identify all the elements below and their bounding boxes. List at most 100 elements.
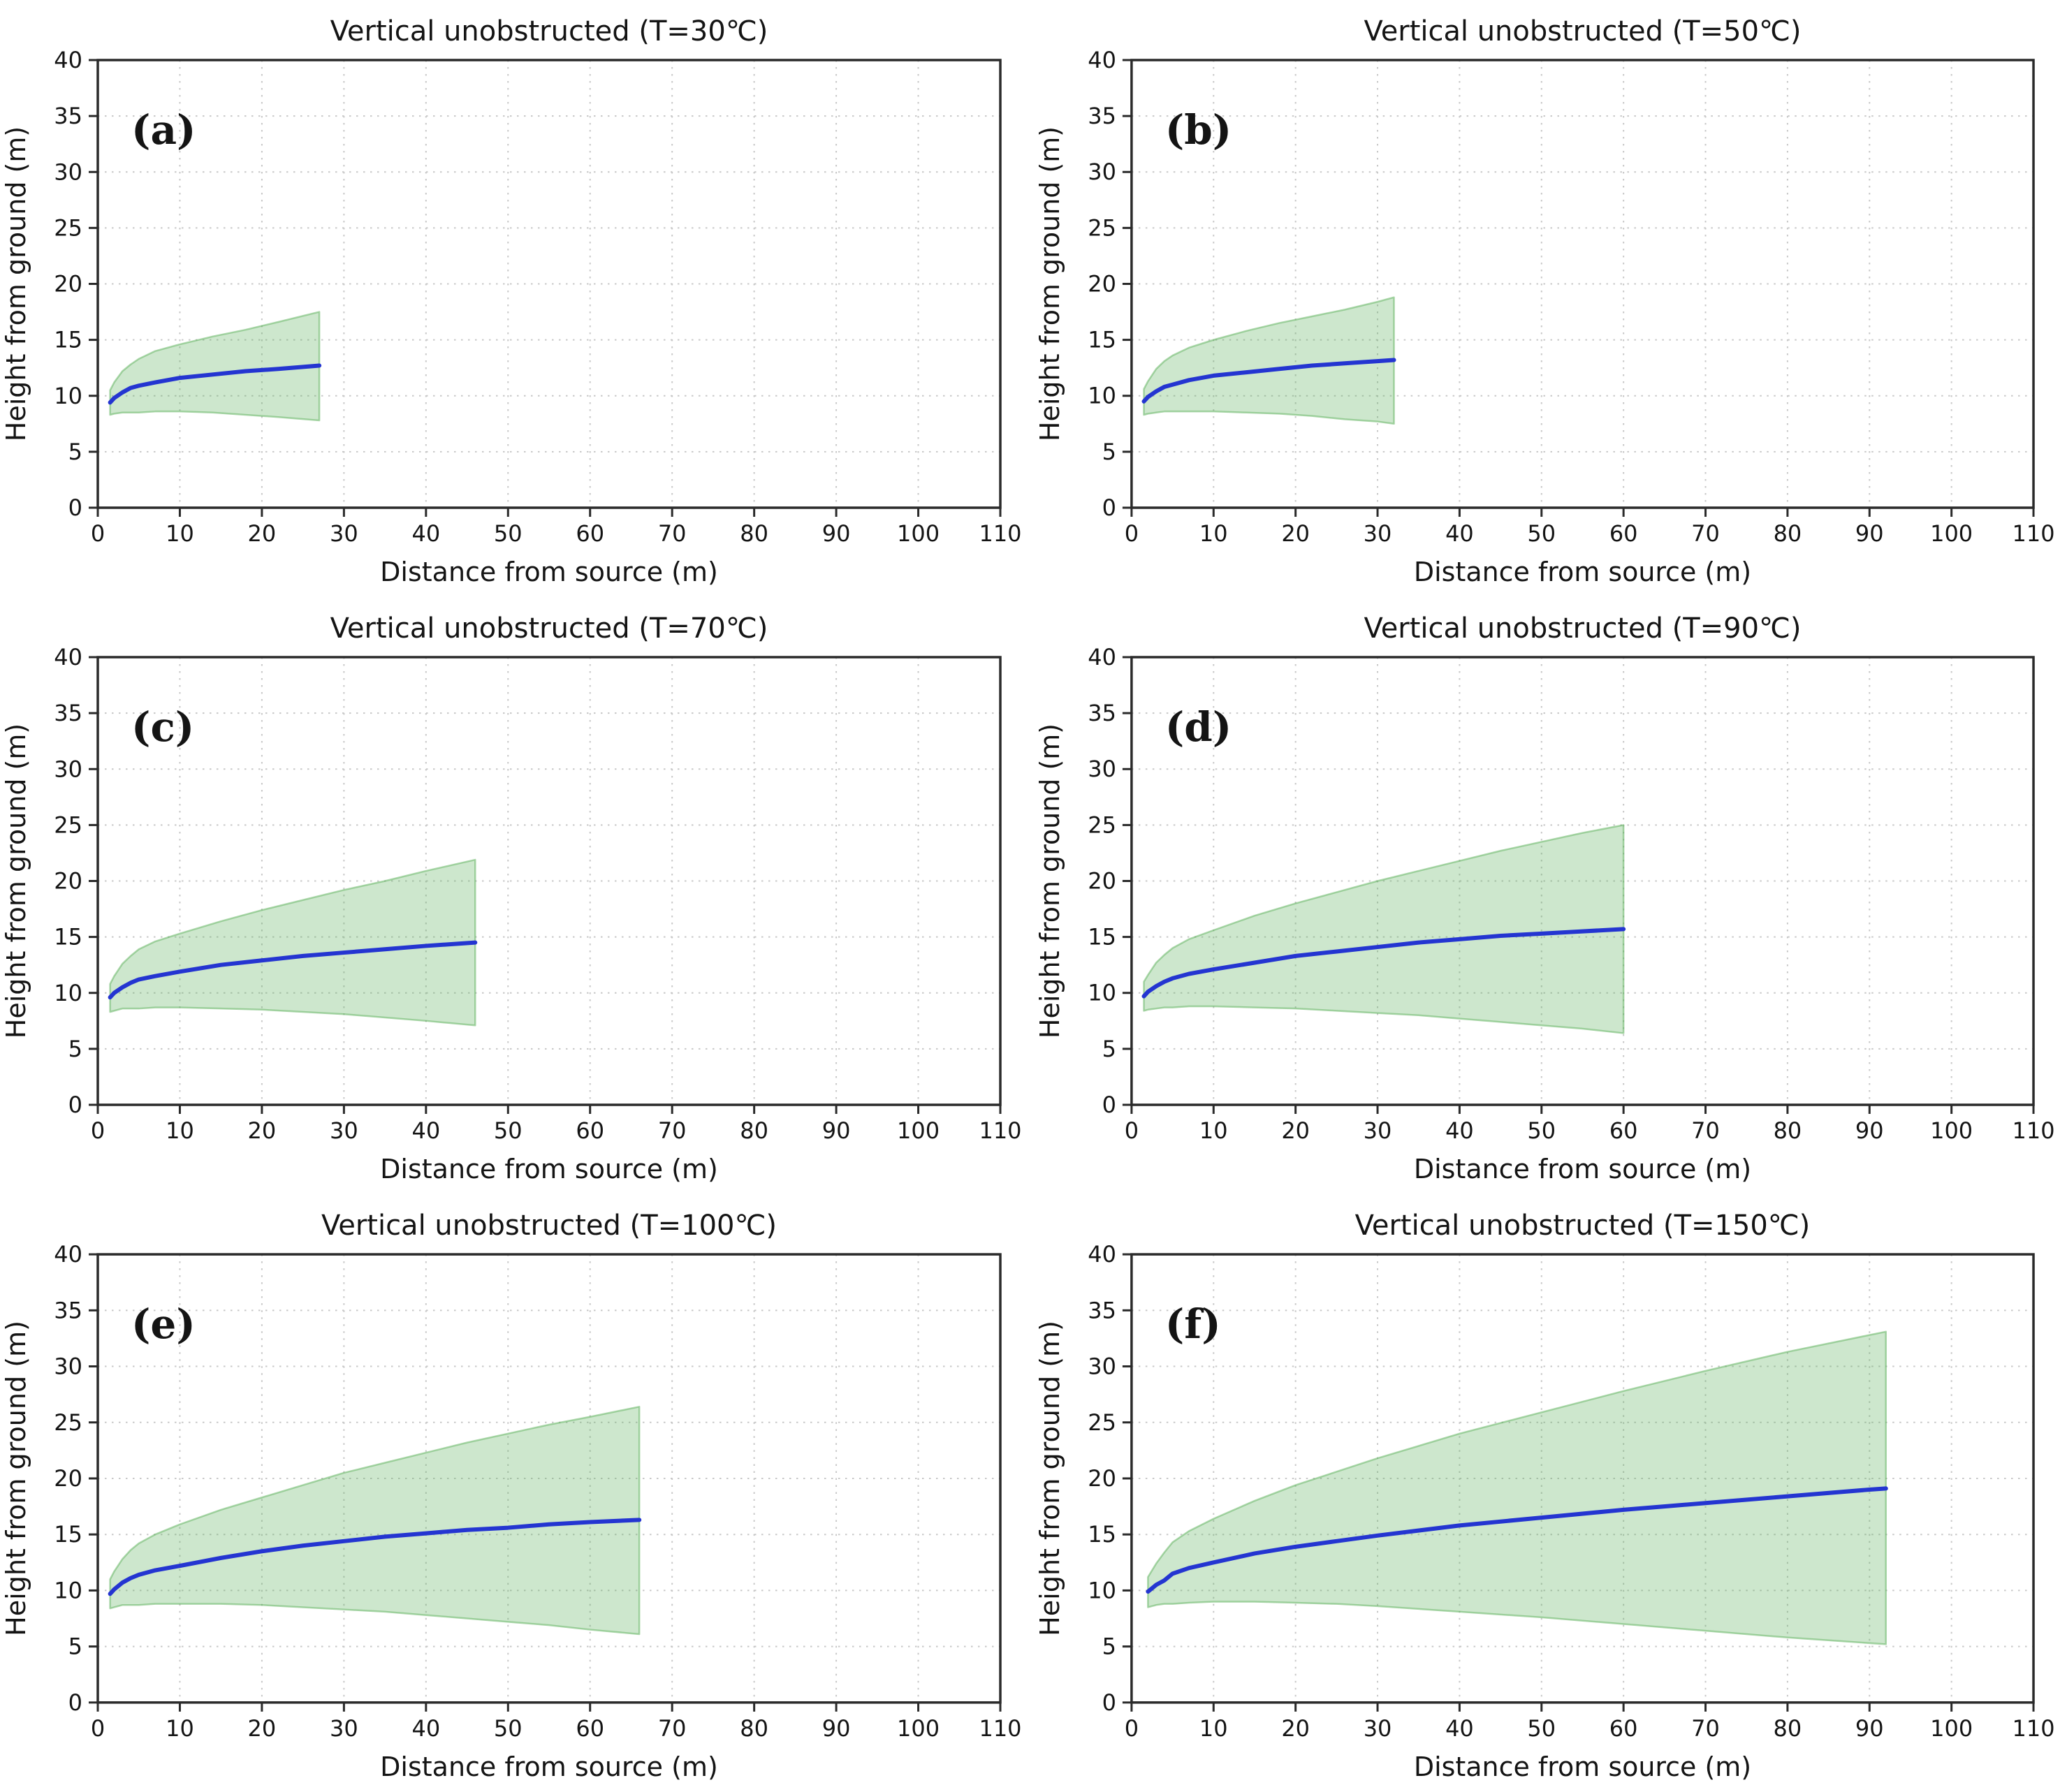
- y-tick-label: 15: [1088, 327, 1116, 353]
- x-tick-label: 70: [658, 1117, 687, 1144]
- x-tick-label: 50: [494, 520, 523, 547]
- x-axis-label: Distance from source (m): [380, 557, 718, 587]
- panel-letter-label: (b): [1165, 106, 1232, 154]
- chart-panel-d: 0 10 20 30 40 50 60 70 80 90 100 110 0 5 10 15 20 25 30 35 4…: [1034, 597, 2067, 1194]
- tick-marks: [1122, 59, 2035, 517]
- mean-trajectory-line: [108, 363, 322, 405]
- x-tick-label: 110: [979, 520, 1021, 547]
- y-tick-label: 25: [1088, 214, 1116, 241]
- x-tick-label: 110: [2013, 1715, 2055, 1742]
- chart-svg-b: 0 10 20 30 40 50 60 70 80 90 100 110 0 5 10 15 20 25 30 35 4…: [1034, 0, 2067, 597]
- x-tick-label: 60: [1609, 1715, 1638, 1742]
- x-tick-label: 0: [1125, 520, 1139, 547]
- mean-trajectory-line: [1146, 1486, 1888, 1594]
- x-tick-label: 70: [1691, 1715, 1720, 1742]
- x-tick-label: 60: [1609, 520, 1638, 547]
- x-tick-label: 40: [411, 520, 440, 547]
- confidence-band: [109, 858, 476, 1027]
- y-tick-label: 30: [54, 159, 82, 185]
- x-tick-label: 110: [2013, 1117, 2055, 1144]
- x-tick-label: 100: [1930, 1715, 1973, 1742]
- x-tick-label: 40: [411, 1117, 440, 1144]
- x-tick-label: 80: [740, 1117, 768, 1144]
- x-tick-label: 50: [1527, 1715, 1556, 1742]
- confidence-band: [1143, 824, 1625, 1034]
- y-tick-label: 5: [1102, 439, 1116, 465]
- y-tick-label: 20: [1088, 1465, 1116, 1492]
- x-tick-label: 70: [1691, 1117, 1720, 1144]
- x-tick-label: 40: [1445, 1715, 1474, 1742]
- y-tick-label: 40: [54, 1241, 82, 1268]
- panel-background: [1034, 597, 2067, 1194]
- x-tick-label: 60: [576, 520, 604, 547]
- y-axis-label: Height from ground (m): [1, 126, 31, 441]
- x-tick-label: 10: [1199, 1715, 1228, 1742]
- y-tick-label: 0: [68, 494, 82, 521]
- y-tick-label: 30: [54, 1353, 82, 1380]
- x-tick-label: 110: [979, 1715, 1021, 1742]
- x-tick-label: 80: [740, 520, 768, 547]
- confidence-band: [109, 311, 321, 422]
- y-tick-label: 35: [1088, 700, 1116, 726]
- x-tick-label: 50: [1527, 520, 1556, 547]
- x-tick-label: 70: [658, 520, 687, 547]
- mean-trajectory-line: [108, 1518, 642, 1596]
- y-tick-label: 25: [54, 811, 82, 838]
- y-tick-label: 15: [1088, 924, 1116, 950]
- y-tick-label: 35: [54, 700, 82, 726]
- y-tick-label: 5: [68, 1036, 82, 1062]
- y-axis-label: Height from ground (m): [1, 1321, 31, 1636]
- x-tick-label: 0: [91, 1117, 105, 1144]
- panel-title: Vertical unobstructed (T=70℃): [330, 612, 768, 645]
- panel-title: Vertical unobstructed (T=30℃): [330, 15, 768, 47]
- panel-letter-label: (f): [1165, 1300, 1221, 1348]
- x-axis-label: Distance from source (m): [380, 1154, 718, 1184]
- panel-letter-label: (d): [1165, 703, 1232, 751]
- y-tick-label: 15: [1088, 1521, 1116, 1548]
- y-axis-label: Height from ground (m): [1035, 1321, 1065, 1636]
- y-tick-label: 0: [1102, 1092, 1116, 1118]
- chart-panel-e: 0 10 20 30 40 50 60 70 80 90 100 110 0 5 10 15 20 25 30 35 4…: [0, 1194, 1034, 1792]
- y-tick-label: 25: [1088, 1409, 1116, 1436]
- y-tick-label: 5: [1102, 1633, 1116, 1660]
- y-tick-label: 35: [54, 1297, 82, 1323]
- mean-trajectory-line: [1141, 358, 1396, 404]
- y-tick-label: 10: [54, 1577, 82, 1603]
- y-tick-label: 25: [54, 1409, 82, 1436]
- y-tick-label: 10: [54, 383, 82, 409]
- mean-trajectory-line: [108, 940, 478, 1000]
- x-tick-label: 20: [1281, 1117, 1310, 1144]
- y-tick-label: 15: [54, 924, 82, 950]
- y-tick-label: 10: [1088, 383, 1116, 409]
- x-axis-label: Distance from source (m): [1414, 557, 1751, 587]
- y-tick-label: 35: [1088, 1297, 1116, 1323]
- panel-title: Vertical unobstructed (T=100℃): [321, 1210, 777, 1242]
- y-tick-label: 15: [54, 327, 82, 353]
- x-tick-label: 30: [330, 1715, 358, 1742]
- x-axis-label: Distance from source (m): [380, 1751, 718, 1782]
- chart-panel-b: 0 10 20 30 40 50 60 70 80 90 100 110 0 5 10 15 20 25 30 35 4…: [1034, 0, 2067, 597]
- x-tick-label: 50: [494, 1117, 523, 1144]
- x-tick-label: 40: [1445, 1117, 1474, 1144]
- x-tick-label: 10: [166, 520, 194, 547]
- chart-svg-f: 0 10 20 30 40 50 60 70 80 90 100 110 0 5 10 15 20 25 30 35 4…: [1034, 1194, 2067, 1792]
- x-tick-label: 90: [1855, 1715, 1884, 1742]
- tick-marks: [1122, 1253, 2035, 1712]
- y-tick-label: 20: [1088, 867, 1116, 894]
- y-tick-label: 30: [1088, 159, 1116, 185]
- panel-letter-label: (e): [131, 1300, 196, 1348]
- x-tick-label: 20: [248, 1715, 277, 1742]
- x-tick-label: 110: [979, 1117, 1021, 1144]
- y-tick-label: 5: [68, 1633, 82, 1660]
- x-tick-label: 50: [1527, 1117, 1556, 1144]
- x-tick-label: 90: [1855, 1117, 1884, 1144]
- x-tick-label: 40: [411, 1715, 440, 1742]
- x-tick-label: 30: [330, 1117, 358, 1144]
- x-tick-label: 100: [897, 1117, 940, 1144]
- y-tick-label: 40: [54, 644, 82, 670]
- y-tick-label: 25: [54, 214, 82, 241]
- x-tick-label: 100: [897, 520, 940, 547]
- y-tick-label: 20: [54, 271, 82, 298]
- tick-marks: [89, 59, 1002, 517]
